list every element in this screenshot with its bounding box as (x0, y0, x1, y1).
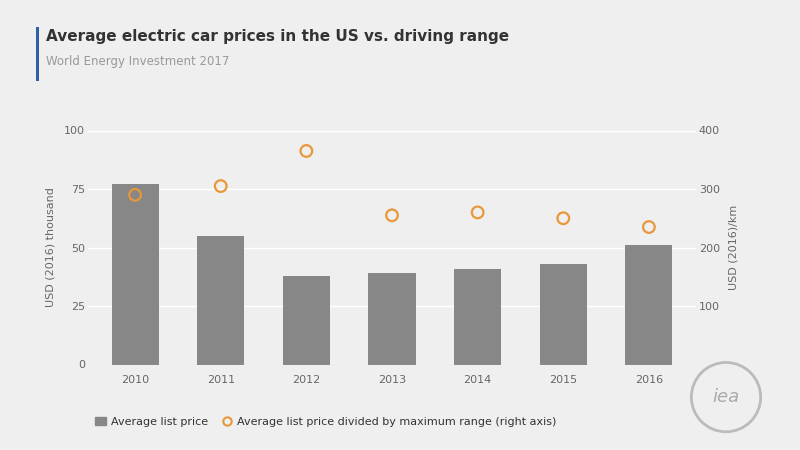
Point (471, 209, 484, 216)
Bar (283, 275, 330, 364)
Bar (626, 245, 673, 364)
Point (214, 183, 227, 190)
Bar (111, 184, 158, 364)
Bar (454, 269, 501, 364)
Text: World Energy Investment 2017: World Energy Investment 2017 (46, 55, 230, 68)
Text: Average electric car prices in the US vs. driving range: Average electric car prices in the US vs… (46, 29, 510, 44)
Point (386, 212, 398, 219)
Y-axis label: USD (2016) thousand: USD (2016) thousand (46, 188, 56, 307)
Bar (540, 264, 587, 364)
Bar (197, 236, 244, 364)
Text: iea: iea (713, 388, 739, 406)
Bar (369, 273, 415, 364)
Point (300, 148, 313, 155)
Legend: Average list price, Average list price divided by maximum range (right axis): Average list price, Average list price d… (90, 412, 560, 431)
Point (642, 224, 655, 230)
Point (557, 215, 570, 222)
Point (129, 191, 142, 198)
Y-axis label: USD (2016)/km: USD (2016)/km (728, 205, 738, 290)
